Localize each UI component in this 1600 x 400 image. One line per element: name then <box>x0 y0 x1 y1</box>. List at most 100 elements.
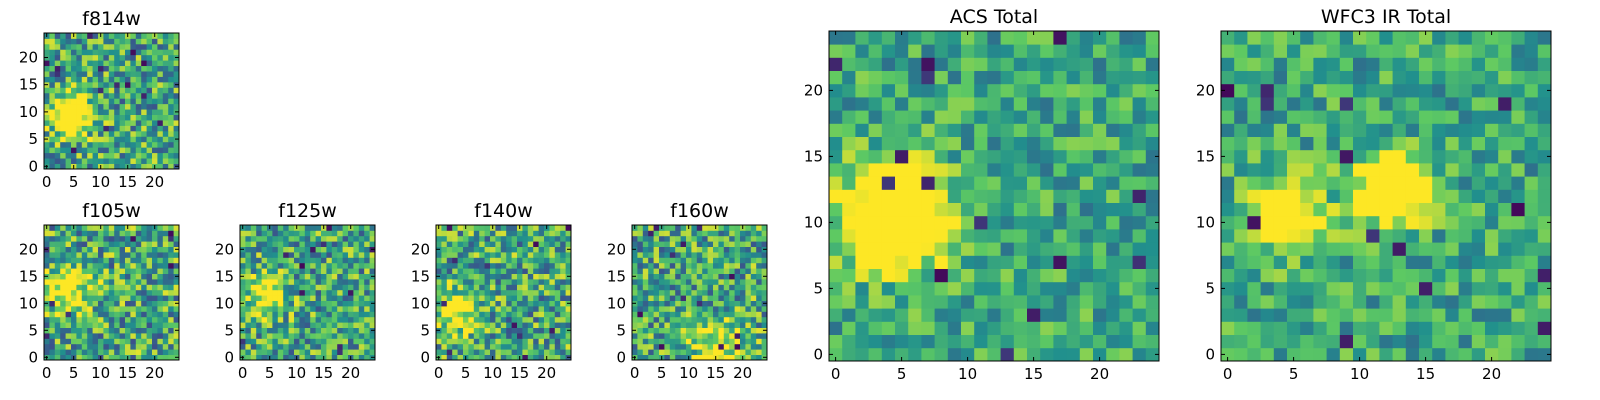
y-tick-label: 15 <box>411 267 430 285</box>
heatmap-cell <box>240 311 246 318</box>
heatmap-cell <box>554 306 561 312</box>
heatmap-cell <box>934 268 949 283</box>
heatmap-cell <box>141 262 147 269</box>
heatmap-cell <box>554 338 561 345</box>
heatmap-cell <box>114 125 120 132</box>
heatmap-cell <box>756 235 762 242</box>
heatmap-cell <box>1419 334 1433 349</box>
heatmap-cell <box>1498 281 1512 296</box>
heatmap-cell <box>1247 321 1261 335</box>
heatmap-cell <box>310 306 316 312</box>
heatmap-cell <box>146 316 153 323</box>
heatmap-cell <box>868 136 883 151</box>
heatmap-cell <box>152 322 158 328</box>
heatmap-cell <box>560 252 566 258</box>
heatmap-cell <box>1040 110 1054 124</box>
heatmap-cell <box>680 338 687 345</box>
heatmap-cell <box>1287 149 1301 164</box>
heatmap-cell <box>98 147 104 154</box>
heatmap-cell <box>157 147 164 154</box>
heatmap-cell <box>974 229 988 243</box>
heatmap-cell <box>331 311 338 318</box>
heatmap-cell <box>947 97 962 111</box>
heatmap-cell <box>686 289 692 296</box>
heatmap-cell <box>947 70 962 85</box>
heatmap-cell <box>974 189 988 203</box>
heatmap-cell <box>49 225 56 231</box>
heatmap-cell <box>162 109 169 115</box>
y-tick-label: 20 <box>19 48 38 66</box>
heatmap-cell <box>277 225 284 231</box>
heatmap-cell <box>71 316 77 323</box>
heatmap-cell <box>479 327 485 334</box>
heatmap-cell <box>974 163 988 177</box>
heatmap-cell <box>119 311 126 318</box>
heatmap-cell <box>108 230 115 237</box>
heatmap-cell <box>1537 308 1552 322</box>
heatmap-cell <box>895 163 909 177</box>
heatmap-cell <box>659 300 665 307</box>
heatmap-cell <box>934 189 949 203</box>
heatmap-cell <box>71 158 77 164</box>
heatmap-cell <box>881 295 896 309</box>
heatmap-cell <box>1419 268 1433 283</box>
heatmap-cell <box>119 38 126 45</box>
heatmap-cell <box>135 306 142 312</box>
heatmap-cell <box>1432 295 1446 309</box>
heatmap-cell <box>135 230 142 237</box>
heatmap-cell <box>648 327 654 334</box>
heatmap-cell <box>304 262 311 269</box>
heatmap-cell <box>125 295 131 301</box>
heatmap-cell <box>961 97 975 111</box>
heatmap-cell <box>855 123 869 137</box>
heatmap-cell <box>173 284 180 291</box>
heatmap-cell <box>1132 308 1147 322</box>
heatmap-cell <box>146 349 153 355</box>
heatmap-cell <box>353 349 360 355</box>
heatmap-cell <box>750 241 757 247</box>
heatmap-cell <box>463 279 469 285</box>
heatmap-cell <box>119 65 126 72</box>
heatmap-cell <box>549 327 556 334</box>
heatmap-cell <box>495 300 502 307</box>
heatmap-cell <box>152 147 158 154</box>
heatmap-cell <box>653 316 660 323</box>
heatmap-cell <box>81 43 88 50</box>
heatmap-cell <box>881 176 896 190</box>
heatmap-cell <box>315 354 322 361</box>
heatmap-cell <box>745 235 752 242</box>
heatmap-cells-f814w <box>44 33 180 170</box>
heatmap-cell <box>560 327 566 334</box>
heatmap-cell <box>240 235 246 242</box>
heatmap-cell <box>245 235 252 242</box>
heatmap-cell <box>490 295 496 301</box>
heatmap-cell <box>707 262 714 269</box>
heatmap-cell <box>1419 83 1433 98</box>
heatmap-cell <box>157 158 164 164</box>
heatmap-cell <box>686 252 692 258</box>
heatmap-cell <box>1366 268 1380 283</box>
heatmap-cell <box>49 103 56 110</box>
heatmap-cell <box>1432 70 1446 85</box>
heatmap-cell <box>452 327 458 334</box>
heatmap-cell <box>463 235 469 242</box>
heatmap-cell <box>1392 83 1407 98</box>
heatmap-cell <box>1119 295 1133 309</box>
heatmap-cell <box>522 225 529 231</box>
heatmap-cell <box>1106 57 1120 71</box>
heatmap-cell <box>1392 57 1407 71</box>
heatmap-cell <box>632 268 638 274</box>
heatmap-cell <box>468 300 475 307</box>
heatmap-cell <box>740 252 746 258</box>
heatmap-cell <box>533 252 539 258</box>
heatmap-cell <box>261 252 268 258</box>
heatmap-cell <box>680 279 687 285</box>
heatmap-cell <box>81 306 88 312</box>
heatmap-cell <box>1353 268 1367 283</box>
heatmap-cell <box>245 333 252 339</box>
heatmap-cell <box>315 333 322 339</box>
heatmap-cell <box>511 257 518 264</box>
heatmap-cell <box>1511 242 1525 256</box>
heatmap-cell <box>934 202 949 217</box>
heatmap-cell <box>565 349 572 355</box>
